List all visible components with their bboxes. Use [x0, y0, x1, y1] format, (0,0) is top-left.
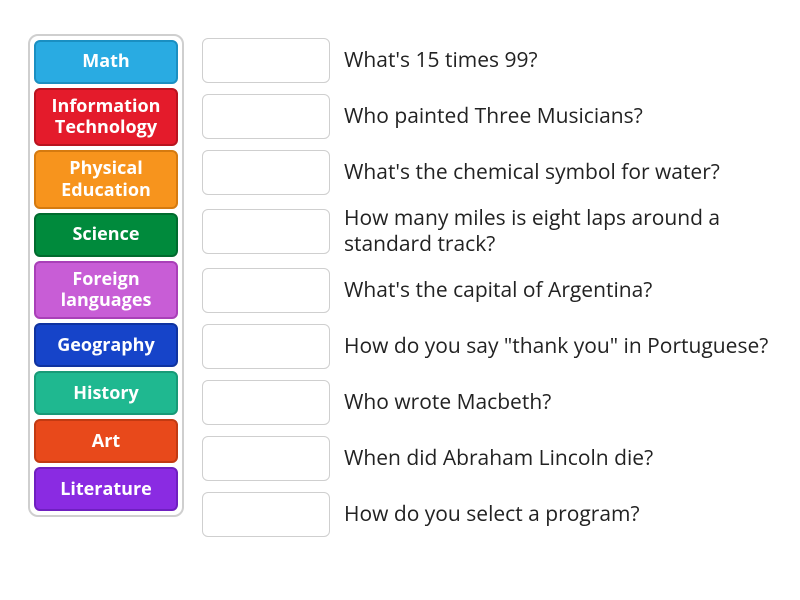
answer-drop-slot[interactable]	[202, 150, 330, 195]
subject-tile[interactable]: Art	[34, 419, 178, 463]
question-text: What's 15 times 99?	[344, 48, 538, 74]
question-row: When did Abraham Lincoln die?	[202, 436, 774, 481]
question-text: What's the capital of Argentina?	[344, 278, 652, 304]
question-row: How do you select a program?	[202, 492, 774, 537]
subject-tile[interactable]: Literature	[34, 467, 178, 511]
answer-drop-slot[interactable]	[202, 94, 330, 139]
question-text: How do you select a program?	[344, 502, 640, 528]
question-row: How many miles is eight laps around a st…	[202, 206, 774, 257]
subject-tile[interactable]: Science	[34, 213, 178, 257]
question-text: What's the chemical symbol for water?	[344, 160, 720, 186]
subject-tile-label: Art	[92, 431, 120, 452]
question-row: What's the capital of Argentina?	[202, 268, 774, 313]
subject-tile-label: Science	[72, 224, 139, 245]
matching-activity: Math Information Technology Physical Educa…	[0, 0, 800, 537]
question-row: What's 15 times 99?	[202, 38, 774, 83]
subject-tile-label: Foreign languages	[42, 269, 170, 311]
question-row: What's the chemical symbol for water?	[202, 150, 774, 195]
question-text: Who wrote Macbeth?	[344, 390, 551, 416]
answer-drop-slot[interactable]	[202, 209, 330, 254]
question-row: Who wrote Macbeth?	[202, 380, 774, 425]
question-text: How do you say "thank you" in Portuguese…	[344, 334, 768, 360]
answer-drop-slot[interactable]	[202, 492, 330, 537]
subject-tile-label: Geography	[57, 335, 155, 356]
answer-drop-slot[interactable]	[202, 436, 330, 481]
subject-tile[interactable]: History	[34, 371, 178, 415]
subject-tile-label: Literature	[60, 479, 152, 500]
subject-tile-label: Information Technology	[42, 96, 170, 138]
subject-tile-label: Math	[82, 51, 130, 72]
question-text: How many miles is eight laps around a st…	[344, 206, 774, 257]
subject-tile[interactable]: Information Technology	[34, 88, 178, 146]
answer-drop-slot[interactable]	[202, 38, 330, 83]
question-row: How do you say "thank you" in Portuguese…	[202, 324, 774, 369]
subject-tile[interactable]: Geography	[34, 323, 178, 367]
subject-tile-label: History	[73, 383, 139, 404]
subject-tile[interactable]: Physical Education	[34, 150, 178, 208]
subject-tile[interactable]: Foreign languages	[34, 261, 178, 319]
subjects-panel: Math Information Technology Physical Educa…	[28, 34, 184, 517]
answer-drop-slot[interactable]	[202, 268, 330, 313]
answer-drop-slot[interactable]	[202, 380, 330, 425]
subject-tile[interactable]: Math	[34, 40, 178, 84]
questions-column: What's 15 times 99? Who painted Three Mus…	[202, 34, 774, 537]
answer-drop-slot[interactable]	[202, 324, 330, 369]
question-text: Who painted Three Musicians?	[344, 104, 643, 130]
question-text: When did Abraham Lincoln die?	[344, 446, 653, 472]
subject-tile-label: Physical Education	[42, 158, 170, 200]
question-row: Who painted Three Musicians?	[202, 94, 774, 139]
